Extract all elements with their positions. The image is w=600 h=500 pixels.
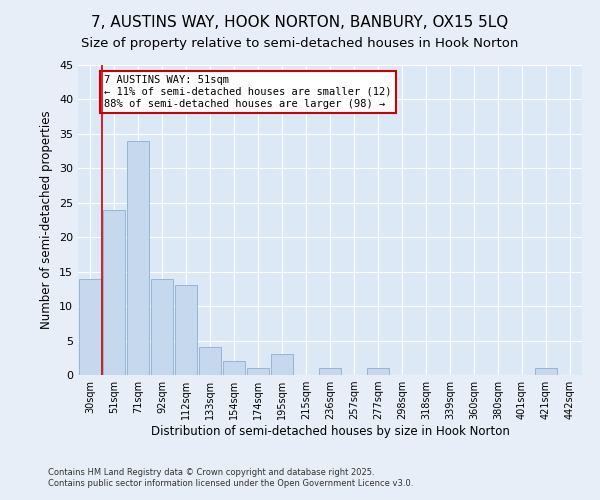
Bar: [223, 361, 245, 375]
Bar: [199, 348, 221, 375]
Bar: [247, 368, 269, 375]
Y-axis label: Number of semi-detached properties: Number of semi-detached properties: [40, 110, 53, 330]
Bar: [535, 368, 557, 375]
Bar: [271, 354, 293, 375]
Bar: [151, 278, 173, 375]
Text: 7, AUSTINS WAY, HOOK NORTON, BANBURY, OX15 5LQ: 7, AUSTINS WAY, HOOK NORTON, BANBURY, OX…: [91, 15, 509, 30]
X-axis label: Distribution of semi-detached houses by size in Hook Norton: Distribution of semi-detached houses by …: [151, 425, 509, 438]
Text: Contains HM Land Registry data © Crown copyright and database right 2025.
Contai: Contains HM Land Registry data © Crown c…: [48, 468, 413, 487]
Bar: [103, 210, 125, 375]
Text: Size of property relative to semi-detached houses in Hook Norton: Size of property relative to semi-detach…: [82, 38, 518, 51]
Bar: [127, 141, 149, 375]
Text: 7 AUSTINS WAY: 51sqm
← 11% of semi-detached houses are smaller (12)
88% of semi-: 7 AUSTINS WAY: 51sqm ← 11% of semi-detac…: [104, 76, 392, 108]
Bar: [175, 286, 197, 375]
Bar: [319, 368, 341, 375]
Bar: [79, 278, 101, 375]
Bar: [367, 368, 389, 375]
